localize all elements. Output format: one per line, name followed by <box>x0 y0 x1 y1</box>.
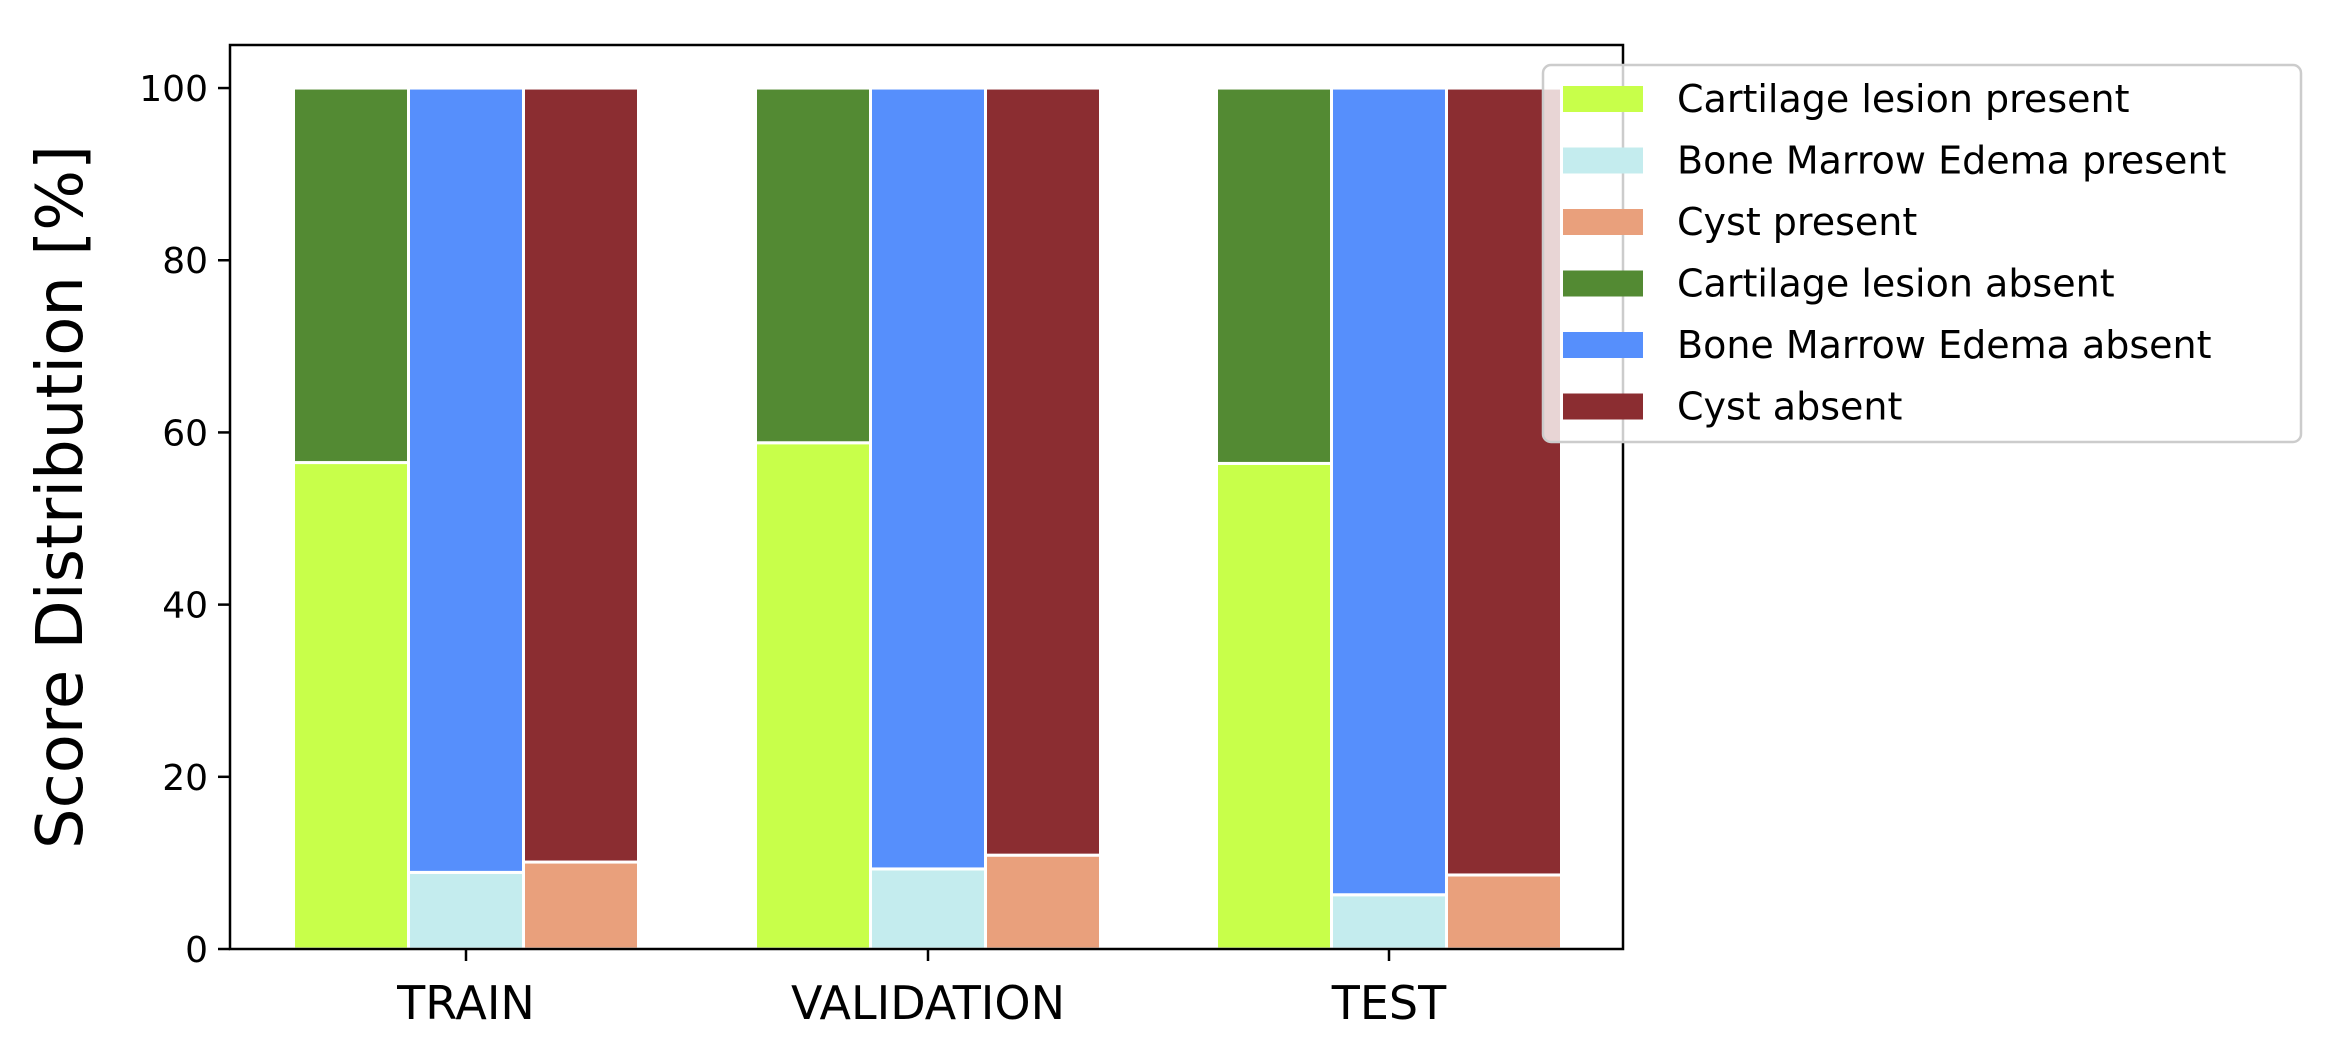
bar-validation-cyst-absent <box>984 86 1102 857</box>
y-tick-label: 80 <box>162 241 208 282</box>
x-tick-label-train: TRAIN <box>396 976 535 1030</box>
y-tick-label: 60 <box>162 413 208 454</box>
y-tick-label: 40 <box>162 586 208 627</box>
bar-test-cartilage-lesion-absent <box>1215 86 1333 465</box>
bar-validation-cartilage-lesion-present <box>754 441 872 951</box>
y-tick-label: 20 <box>162 758 208 799</box>
y-axis-label: Score Distribution [%] <box>24 145 98 849</box>
x-tick-label-test: TEST <box>1331 976 1447 1030</box>
legend-swatch-cartilage-lesion-present <box>1563 86 1643 112</box>
bar-test-cyst-present <box>1445 873 1563 951</box>
legend-box <box>1541 63 2303 444</box>
axes-layer: 0 20 40 60 80 100 TRAIN VALIDATION TEST <box>139 69 1447 1030</box>
y-tick-label: 100 <box>139 69 208 110</box>
plot-area-frame <box>228 43 1625 951</box>
legend-swatch-bone-marrow-edema-present <box>1563 147 1643 174</box>
bar-validation-cyst-present <box>984 853 1102 951</box>
bars-layer <box>292 86 1563 951</box>
bar-train-bone-marrow-edema-absent <box>407 86 525 874</box>
bar-train-bone-marrow-edema-present <box>407 870 525 951</box>
bar-train-cartilage-lesion-present <box>292 461 410 951</box>
bar-train-cyst-absent <box>522 86 640 864</box>
bar-validation-cartilage-lesion-absent <box>754 86 872 445</box>
bar-test-bone-marrow-edema-present <box>1330 893 1448 951</box>
bar-validation-bone-marrow-edema-present <box>869 867 987 951</box>
legend-swatch-cartilage-lesion-absent <box>1563 270 1643 297</box>
legend-label-cyst-present: Cyst present <box>1677 200 1917 244</box>
legend-swatch-cyst-absent <box>1563 393 1643 420</box>
legend-label-bone-marrow-edema-present: Bone Marrow Edema present <box>1677 139 2226 183</box>
legend-swatch-cyst-present <box>1563 209 1643 235</box>
bar-test-cartilage-lesion-present <box>1215 461 1333 951</box>
bar-train-cartilage-lesion-absent <box>292 86 410 465</box>
legend: Cartilage lesion present Bone Marrow Edem… <box>1541 63 2303 444</box>
bar-validation-bone-marrow-edema-absent <box>869 86 987 871</box>
legend-label-cartilage-lesion-present: Cartilage lesion present <box>1677 77 2129 121</box>
legend-swatch-bone-marrow-edema-absent <box>1563 332 1643 358</box>
legend-label-cyst-absent: Cyst absent <box>1677 385 1902 429</box>
x-tick-label-validation: VALIDATION <box>791 976 1065 1030</box>
legend-label-bone-marrow-edema-absent: Bone Marrow Edema absent <box>1677 323 2212 367</box>
bar-test-bone-marrow-edema-absent <box>1330 86 1448 897</box>
y-tick-label: 0 <box>185 930 208 971</box>
legend-label-cartilage-lesion-absent: Cartilage lesion absent <box>1677 262 2115 306</box>
bar-train-cyst-present <box>522 860 640 951</box>
